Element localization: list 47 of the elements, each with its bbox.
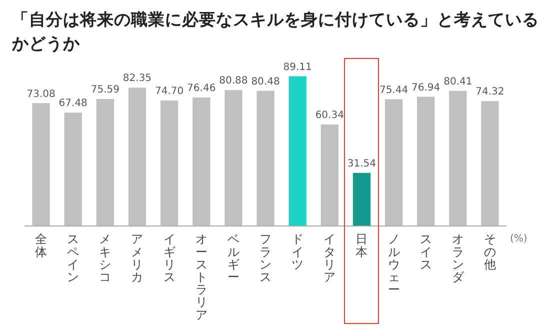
bar [384, 99, 403, 226]
data-label: 76.46 [187, 83, 216, 94]
x-tick-label: アメリカ [131, 232, 144, 284]
bar [128, 88, 146, 226]
x-tick-label: 日本 [356, 232, 368, 259]
bar [288, 76, 306, 226]
x-tick-label: オーストラリア [195, 232, 208, 322]
x-tick-label: イタリア [324, 232, 336, 284]
bar [192, 98, 210, 226]
bar [352, 172, 371, 226]
data-label: 67.48 [58, 98, 88, 110]
bar [160, 100, 178, 226]
x-tick-label: 全体 [35, 232, 48, 259]
data-label: 74.32 [476, 86, 504, 98]
x-tick-label: ベルギー [227, 232, 240, 284]
x-tick-label: オランダ [452, 232, 465, 284]
y-axis-title: (%) [510, 233, 528, 244]
x-tick-label: イギリス [163, 232, 176, 284]
x-tick-label: スイス [420, 232, 432, 272]
data-label: 75.44 [379, 84, 408, 96]
data-label: 89.11 [283, 62, 312, 73]
chart-title: 「自分は将来の職業に必要なスキルを身に付けている」と考えているかどうか [12, 9, 540, 55]
data-label: 76.94 [412, 82, 440, 94]
bar [256, 90, 274, 226]
bar [320, 124, 338, 226]
data-label: 80.88 [219, 76, 248, 87]
data-label: 60.34 [315, 110, 344, 122]
bar [64, 112, 82, 226]
data-label: 80.41 [444, 76, 472, 88]
bar [417, 96, 435, 226]
data-label: 75.59 [90, 84, 120, 96]
x-tick-label: メキシコ [99, 232, 112, 284]
data-label: 73.08 [26, 88, 56, 100]
bar [32, 103, 50, 226]
x-tick-label: フランス [260, 232, 272, 284]
x-tick-label: その他 [484, 232, 496, 272]
bar [224, 90, 242, 226]
data-label: 74.70 [154, 86, 184, 98]
data-label: 80.48 [251, 76, 280, 88]
bar [481, 101, 499, 226]
x-tick-label: スペイン [67, 232, 80, 284]
x-tick-label: ノルウェー [388, 232, 400, 297]
x-tick-label: ドイツ [292, 232, 304, 272]
data-label: 31.54 [347, 158, 376, 170]
bar [449, 90, 467, 226]
data-label: 82.35 [122, 73, 152, 84]
bar [96, 98, 114, 226]
